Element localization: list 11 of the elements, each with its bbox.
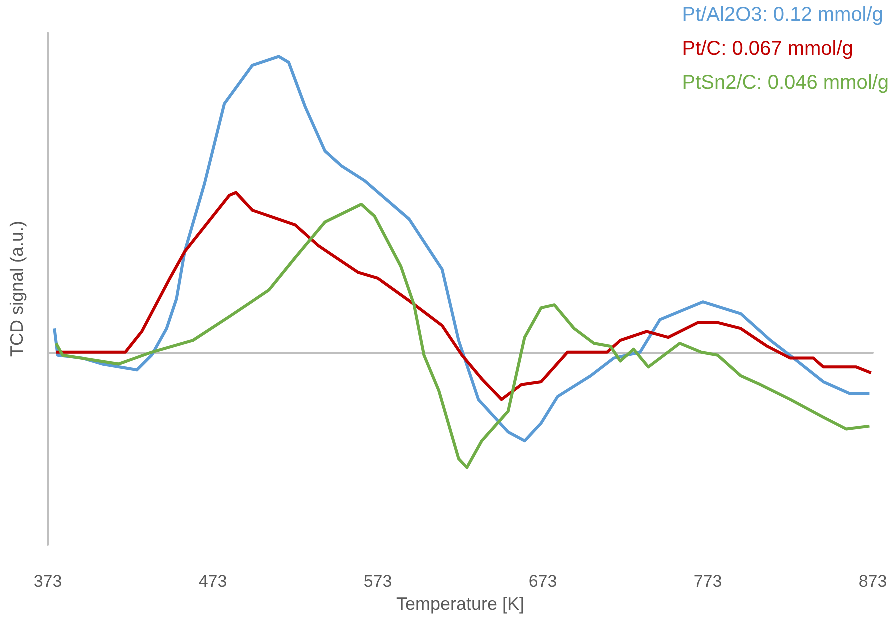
x-tick-label: 873 [858,572,888,591]
x-tick-label: 573 [364,572,392,591]
x-tick-label: 473 [198,572,228,591]
text: Pt/C: 0.067 mmol/g [682,38,854,60]
text: Pt/Al2O3: 0.12 mmol/g [682,4,884,26]
x-tick-label: 373 [34,572,62,591]
text: PtSn2/C: 0.046 mmol/g [682,72,890,94]
x-axis-title: Temperature [K] [396,594,525,614]
x-tick-label: 673 [528,572,558,591]
y-axis-title: TCD signal (a.u.) [7,220,27,358]
x-tick-label: 773 [694,572,722,591]
